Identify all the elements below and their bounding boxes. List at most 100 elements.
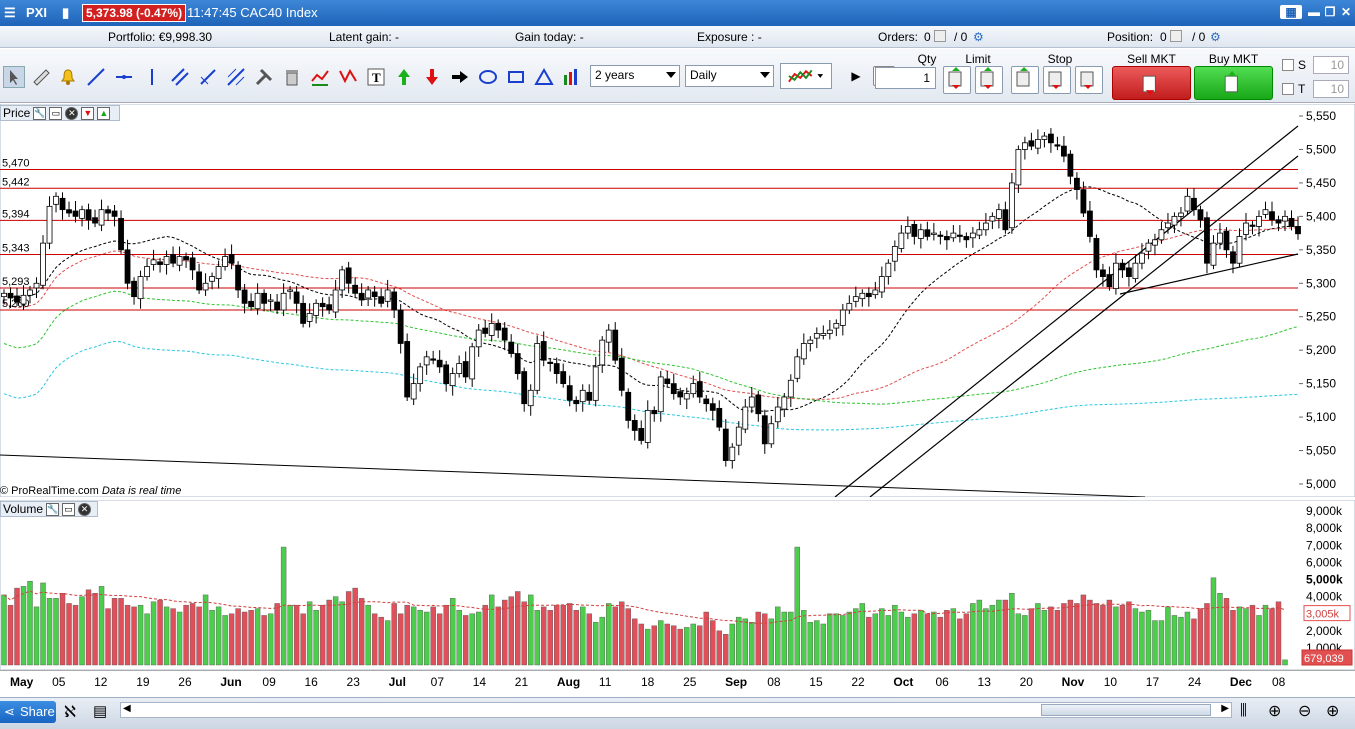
volume-bar: [567, 603, 573, 666]
buy-arrow-icon[interactable]: [393, 66, 415, 88]
indicator-icon[interactable]: [309, 66, 331, 88]
volume-bar: [92, 592, 98, 666]
candle-body: [742, 406, 749, 430]
buy-mkt-button[interactable]: [1194, 66, 1273, 100]
move-down-icon[interactable]: ▼: [81, 106, 95, 120]
candle-body: [352, 284, 359, 294]
candle-body: [1262, 209, 1269, 215]
orders-settings-icon[interactable]: ⚙: [973, 30, 984, 44]
volume-bar: [404, 604, 410, 666]
text-tool-icon[interactable]: T: [365, 66, 387, 88]
fibonacci-icon[interactable]: [197, 66, 219, 88]
volume-bar: [911, 613, 918, 666]
restore-icon[interactable]: ❐: [1324, 5, 1336, 19]
orders-clear-icon[interactable]: [934, 30, 946, 42]
menu-icon[interactable]: ☰: [4, 5, 16, 20]
info-icon[interactable]: ▮: [62, 5, 70, 20]
close-icon[interactable]: ✕: [1340, 5, 1352, 19]
volume-bar: [586, 613, 592, 666]
price-tick-label: 5,450: [1306, 176, 1336, 190]
zoom-out-icon[interactable]: ⊖: [1298, 703, 1312, 720]
maximize-icon[interactable]: ▭: [62, 502, 76, 516]
candle-body: [709, 403, 716, 411]
candle-body: [508, 341, 515, 354]
chart-style-button[interactable]: [780, 63, 832, 89]
move-up-icon[interactable]: ▲: [97, 106, 111, 120]
volume-average-label: 3,005k: [1306, 609, 1340, 621]
s-input[interactable]: 10: [1313, 56, 1349, 74]
qty-input[interactable]: 1: [875, 67, 936, 89]
zoom-in-icon[interactable]: ⊕: [1326, 703, 1340, 720]
candle-body: [384, 289, 391, 302]
pointer-icon[interactable]: [3, 66, 25, 88]
candle-body: [898, 232, 905, 249]
minimize-icon[interactable]: ▬: [1308, 5, 1320, 19]
limit-sell-button[interactable]: [975, 66, 1003, 94]
stop-order-button[interactable]: [1075, 66, 1103, 94]
candle-body: [1002, 209, 1009, 231]
volume-chart[interactable]: 9,000k 8,000k 7,000k 6,000k 5,000k 4,000k 3,00…: [0, 500, 1355, 670]
candle-body: [982, 222, 989, 231]
chart-settings-icon[interactable]: [561, 66, 583, 88]
stop-sell-button[interactable]: [1043, 66, 1071, 94]
position-clear-icon[interactable]: [1170, 30, 1182, 42]
price-chart[interactable]: 5,550 5,500 5,450 5,400 5,350 5,300 5,250 5,200…: [0, 104, 1355, 497]
limit-buy-button[interactable]: [943, 66, 971, 94]
chart-type-icon[interactable]: ⫼: [1240, 702, 1247, 719]
zoom-fit-icon[interactable]: ⊕: [1268, 703, 1282, 720]
wrench-icon[interactable]: 🔧: [46, 502, 60, 516]
volume-bar: [651, 625, 657, 666]
rectangle-icon[interactable]: [505, 66, 527, 88]
wrench-icon[interactable]: 🔧: [33, 106, 47, 120]
ellipse-icon[interactable]: [477, 66, 499, 88]
maximize-icon[interactable]: ▭: [49, 106, 63, 120]
volume-bar: [436, 613, 443, 666]
pattern-icon[interactable]: [337, 66, 359, 88]
keyboard-icon[interactable]: ▦: [1280, 5, 1302, 19]
stop-buy-button[interactable]: [1011, 66, 1039, 94]
ruler-icon[interactable]: [30, 66, 52, 88]
close-icon[interactable]: ✕: [78, 502, 92, 516]
volume-bar: [118, 598, 124, 666]
volume-bar: [671, 625, 677, 666]
tools-icon[interactable]: [253, 66, 275, 88]
scroll-thumb[interactable]: [1041, 704, 1211, 716]
alert-bell-icon[interactable]: [57, 66, 79, 88]
expand-arrow-icon[interactable]: ▶: [851, 69, 861, 83]
sell-mkt-button[interactable]: [1112, 66, 1191, 100]
candle-body: [430, 358, 437, 361]
s-checkbox[interactable]: [1282, 59, 1294, 71]
volume-bar: [963, 613, 970, 666]
sell-arrow-icon[interactable]: [421, 66, 443, 88]
scroll-left-icon[interactable]: ◀: [123, 703, 131, 714]
candle-body: [228, 254, 235, 264]
triangle-icon[interactable]: [533, 66, 555, 88]
candle-body: [469, 346, 476, 380]
candle-body: [716, 407, 723, 428]
list-icon[interactable]: ▤: [93, 703, 108, 720]
price-chart-panel[interactable]: 5,550 5,500 5,450 5,400 5,350 5,300 5,250 5,200…: [0, 104, 1355, 497]
share-button[interactable]: ⋖ Share: [0, 701, 56, 723]
period-select[interactable]: 2 years: [590, 65, 680, 87]
vertical-line-icon[interactable]: [141, 66, 163, 88]
interval-select[interactable]: Daily: [685, 65, 774, 87]
gann-fan-icon[interactable]: [225, 66, 247, 88]
volume-bar: [593, 622, 599, 666]
close-icon[interactable]: ✕: [65, 106, 79, 120]
scroll-right-icon[interactable]: ▶: [1221, 703, 1229, 714]
volume-chart-panel[interactable]: 9,000k 8,000k 7,000k 6,000k 5,000k 4,000k 3,00…: [0, 500, 1355, 670]
right-arrow-icon[interactable]: [449, 66, 471, 88]
t-input[interactable]: 10: [1313, 80, 1349, 98]
position-settings-icon[interactable]: ⚙: [1210, 30, 1221, 44]
horizontal-line-icon[interactable]: [113, 66, 135, 88]
trash-icon[interactable]: [281, 66, 303, 88]
channel-icon[interactable]: [169, 66, 191, 88]
t-checkbox[interactable]: [1282, 83, 1294, 95]
candle-body: [7, 292, 14, 299]
volume-bar: [462, 615, 469, 666]
horizontal-scrollbar[interactable]: ◀ ▶: [120, 702, 1232, 718]
volume-tick-label: 8,000k: [1306, 521, 1343, 535]
formula-icon[interactable]: ℵ: [64, 704, 76, 721]
trendline-icon[interactable]: [85, 66, 107, 88]
volume-bar: [20, 586, 27, 666]
